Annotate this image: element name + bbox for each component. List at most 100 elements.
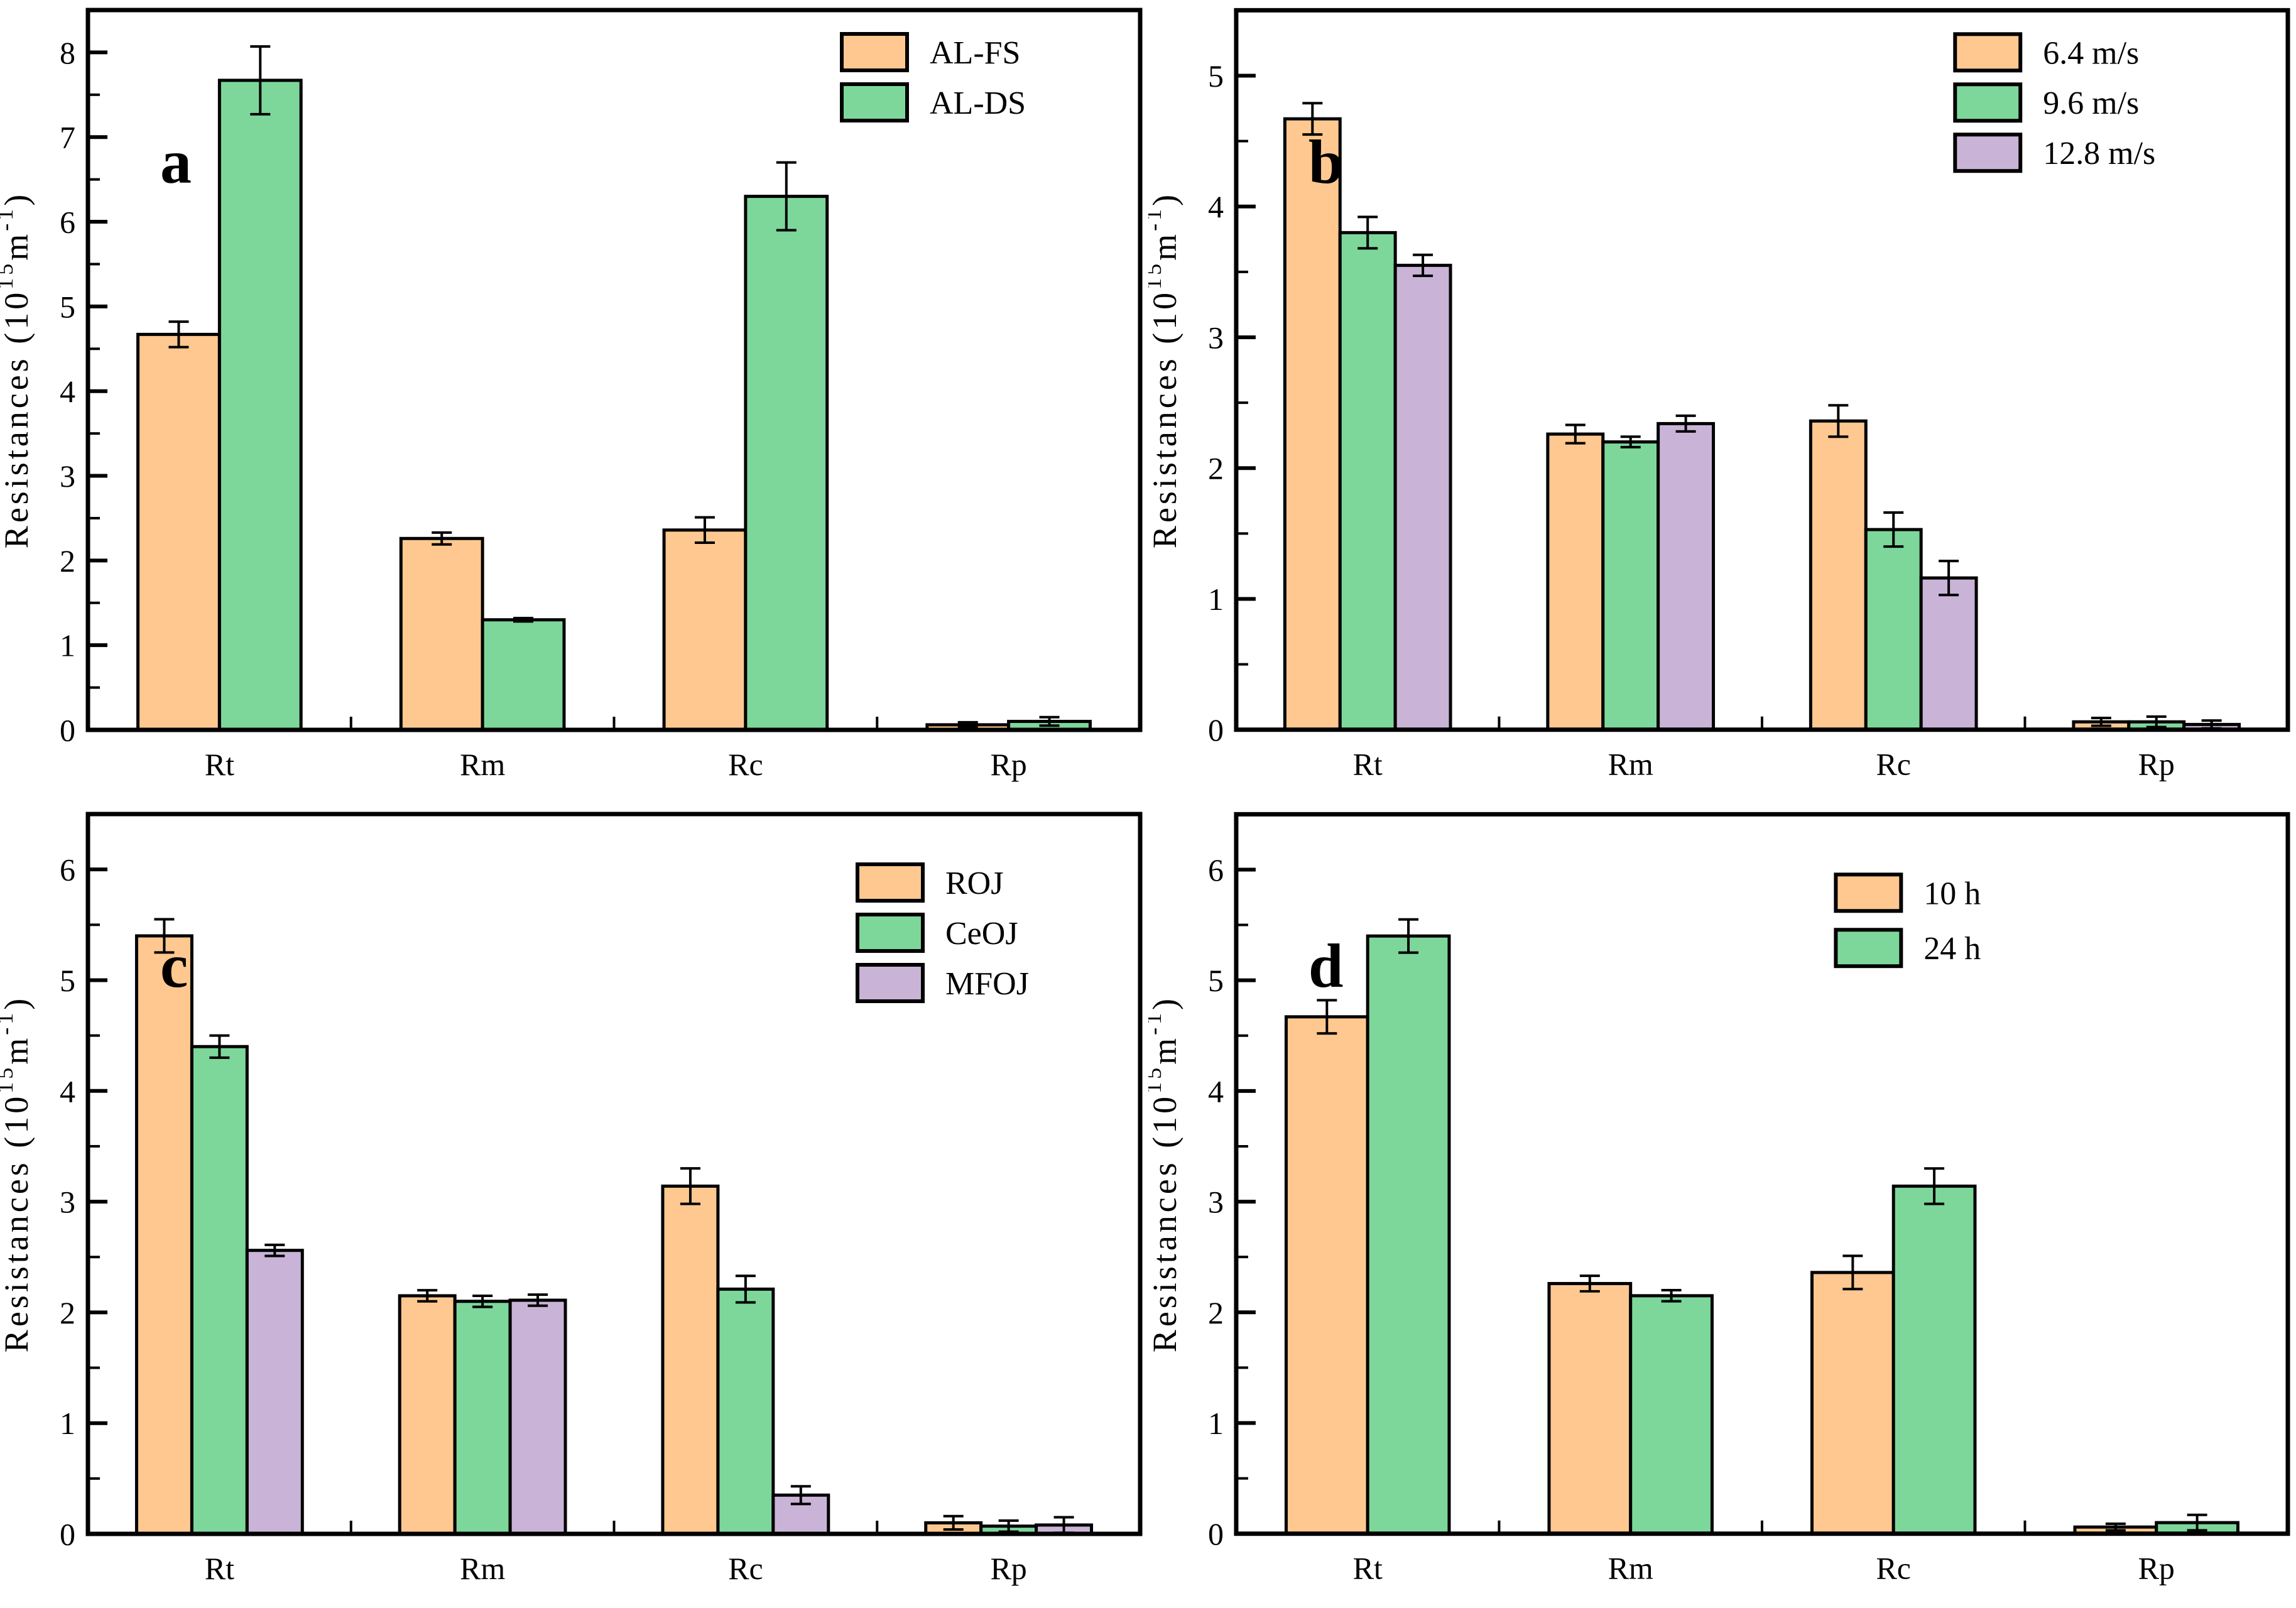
bar-12.8 m/s-Rc <box>1919 576 1978 732</box>
bar-12.8 m/s-Rt <box>1393 263 1452 732</box>
legend-swatch-10 h <box>1834 872 1903 913</box>
plot-frame <box>85 812 1143 1536</box>
y-tick-label: 2 <box>60 1295 75 1330</box>
x-tick-label-Rp: Rp <box>2138 1551 2175 1586</box>
panel-a-chart: 0 1 2 3 4 5 6 7 8 Rt Rm Rc Rp Resistances (1015m-1) a A… <box>0 8 1143 782</box>
y-tick-label: 4 <box>1208 1073 1224 1109</box>
y-tick-label: 4 <box>60 1073 75 1109</box>
y-tick-label: 0 <box>60 1517 75 1552</box>
x-tick-label-Rp: Rp <box>2138 747 2175 782</box>
x-tick-label-Rm: Rm <box>460 1551 505 1586</box>
y-axis-title: Resistances (1015m-1) <box>0 192 35 548</box>
panel-c-chart: 0 1 2 3 4 5 6 Rt Rm Rc Rp Resistances (1015m-1) c ROJ… <box>0 812 1143 1586</box>
legend-swatch-12.8 m/s <box>1953 133 2023 173</box>
legend-swatch-6.4 m/s <box>1953 32 2023 73</box>
y-tick-label: 1 <box>1208 1406 1224 1441</box>
x-tick-label-Rp: Rp <box>990 747 1026 782</box>
bar-ROJ-Rc <box>661 1184 720 1536</box>
legend-label-AL-FS: AL-FS <box>930 35 1020 71</box>
y-tick-label: 4 <box>60 374 75 409</box>
y-tick-label: 7 <box>60 120 75 155</box>
y-tick-label: 5 <box>60 289 75 324</box>
bar-9.6 m/s-Rc <box>1864 528 1923 732</box>
bar-10 h-Rc <box>1810 1271 1895 1536</box>
bar-6.4 m/s-Rc <box>1809 419 1868 732</box>
x-tick-label-Rc: Rc <box>728 1551 763 1586</box>
panel-b-chart: 0 1 2 3 4 5 Rt Rm Rc Rp Resistances (1015m-1) b 6.4 … <box>1148 8 2290 782</box>
y-tick-label: 8 <box>60 35 75 70</box>
x-tick-label-Rm: Rm <box>1608 1551 1653 1586</box>
x-tick-label-Rt: Rt <box>205 1551 234 1586</box>
legend-swatch-AL-DS <box>840 82 909 122</box>
y-tick-label: 2 <box>1208 1295 1224 1330</box>
bar-12.8 m/s-Rm <box>1657 421 1716 732</box>
legend-swatch-ROJ <box>856 862 925 903</box>
legend-label-CeOJ: CeOJ <box>945 916 1018 952</box>
panel-letter-b: b <box>1309 127 1344 197</box>
bar-AL-DS-Rt <box>217 79 303 732</box>
y-axis-title: Resistances (1015m-1) <box>1148 996 1183 1352</box>
bar-MFOJ-Rt <box>245 1249 304 1536</box>
bar-24 h-Rm <box>1629 1294 1714 1536</box>
x-tick-label-Rc: Rc <box>1876 747 1911 782</box>
y-tick-label: 0 <box>1208 712 1224 747</box>
panel-a: 0 1 2 3 4 5 6 7 8 Rt Rm Rc Rp Resistances (1015m-1) a A… <box>0 0 1148 804</box>
bar-CeOJ-Rc <box>716 1287 775 1536</box>
y-axis-title: Resistances (1015m-1) <box>0 996 35 1352</box>
y-tick-label: 5 <box>1208 58 1224 94</box>
bar-10 h-Rt <box>1284 1015 1369 1536</box>
panel-d-chart: 0 1 2 3 4 5 6 Rt Rm Rc Rp Resistances (1015m-1) d 10 … <box>1148 812 2290 1586</box>
legend-swatch-24 h <box>1834 928 1903 969</box>
plot-frame <box>1234 8 2290 732</box>
y-tick-label: 3 <box>1208 1185 1224 1220</box>
bar-MFOJ-Rm <box>508 1298 567 1536</box>
y-tick-label: 6 <box>1208 852 1224 888</box>
legend-swatch-CeOJ <box>856 913 925 953</box>
y-tick-label: 6 <box>60 852 75 888</box>
y-tick-label: 1 <box>1208 582 1224 617</box>
bar-10 h-Rm <box>1547 1281 1633 1536</box>
y-tick-label: 3 <box>1208 320 1224 355</box>
bar-AL-FS-Rt <box>136 332 221 732</box>
y-tick-label: 1 <box>60 1406 75 1441</box>
bar-ROJ-Rm <box>398 1294 457 1536</box>
plot-frame <box>85 8 1143 732</box>
x-tick-label-Rt: Rt <box>1353 1551 1383 1586</box>
x-tick-label-Rt: Rt <box>1353 747 1383 782</box>
bar-AL-DS-Rc <box>744 195 829 732</box>
plot-frame <box>1234 812 2290 1536</box>
y-tick-label: 2 <box>60 543 75 579</box>
y-tick-label: 5 <box>60 963 75 998</box>
legend-label-10 h: 10 h <box>1923 876 1981 911</box>
y-tick-label: 6 <box>60 205 75 240</box>
bar-9.6 m/s-Rt <box>1338 231 1397 732</box>
panel-letter-a: a <box>160 127 192 197</box>
bar-6.4 m/s-Rm <box>1546 432 1605 732</box>
x-tick-label-Rm: Rm <box>460 747 505 782</box>
legend-label-6.4 m/s: 6.4 m/s <box>2043 35 2139 71</box>
legend-label-12.8 m/s: 12.8 m/s <box>2043 136 2155 171</box>
x-tick-label-Rc: Rc <box>1876 1551 1911 1586</box>
legend-swatch-9.6 m/s <box>1953 82 2023 123</box>
x-tick-label-Rt: Rt <box>205 747 234 782</box>
bar-CeOJ-Rm <box>453 1300 512 1536</box>
bar-6.4 m/s-Rt <box>1283 117 1342 732</box>
y-tick-label: 5 <box>1208 963 1224 998</box>
y-tick-label: 0 <box>60 713 75 748</box>
legend-label-24 h: 24 h <box>1923 931 1981 967</box>
panel-c: 0 1 2 3 4 5 6 Rt Rm Rc Rp Resistances (1015m-1) c ROJ… <box>0 804 1148 1608</box>
panel-d: 0 1 2 3 4 5 6 Rt Rm Rc Rp Resistances (1015m-1) d 10 … <box>1148 804 2296 1608</box>
legend-label-ROJ: ROJ <box>945 866 1003 901</box>
y-tick-label: 0 <box>1208 1516 1224 1551</box>
x-tick-label-Rc: Rc <box>728 747 763 782</box>
y-axis-title: Resistances (1015m-1) <box>1148 192 1183 548</box>
legend-swatch-MFOJ <box>856 963 925 1003</box>
bar-AL-FS-Rc <box>662 528 748 732</box>
y-tick-label: 1 <box>60 628 75 663</box>
legend-label-9.6 m/s: 9.6 m/s <box>2043 85 2139 121</box>
panel-letter-d: d <box>1309 931 1344 1001</box>
y-tick-label: 3 <box>60 1185 75 1220</box>
bar-9.6 m/s-Rm <box>1601 440 1660 732</box>
bar-24 h-Rc <box>1891 1184 1977 1536</box>
x-tick-label-Rm: Rm <box>1608 747 1653 782</box>
